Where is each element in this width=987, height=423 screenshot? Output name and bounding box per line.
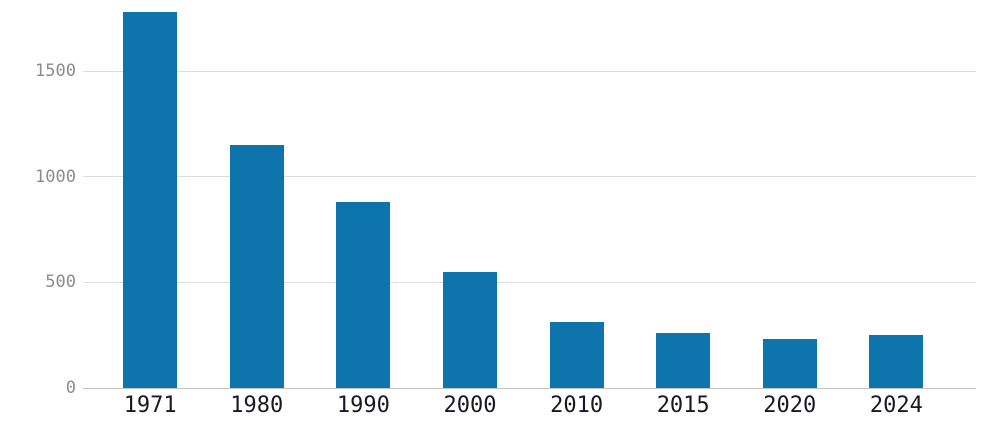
bar-1980 [229, 144, 284, 388]
gridline-500 [83, 281, 976, 283]
y-tick-label-1500: 1500 [35, 61, 76, 81]
gridline-1500 [83, 70, 976, 72]
x-tick-label-1990: 1990 [336, 393, 390, 418]
x-tick-label-2000: 2000 [443, 393, 497, 418]
bar-2015 [656, 333, 711, 388]
y-tick-label-500: 500 [45, 272, 76, 293]
bar-1971 [123, 11, 178, 388]
bar-1990 [336, 202, 391, 388]
x-tick-label-2024: 2024 [869, 393, 923, 418]
bar-2000 [443, 271, 497, 388]
x-tick-label-2020: 2020 [763, 393, 817, 418]
gridline-1000 [83, 176, 976, 178]
y-tick-label-0: 0 [65, 378, 76, 398]
x-tick-label-1980: 1980 [230, 393, 284, 418]
gridline-0 [83, 387, 976, 389]
x-tick-label-1971: 1971 [123, 393, 177, 418]
x-tick-label-2010: 2010 [550, 393, 604, 418]
bar-2020 [762, 339, 817, 388]
bar-2024 [869, 335, 924, 388]
x-tick-label-2015: 2015 [656, 393, 710, 418]
bar-2010 [549, 322, 604, 388]
y-tick-label-1000: 1000 [35, 166, 76, 187]
